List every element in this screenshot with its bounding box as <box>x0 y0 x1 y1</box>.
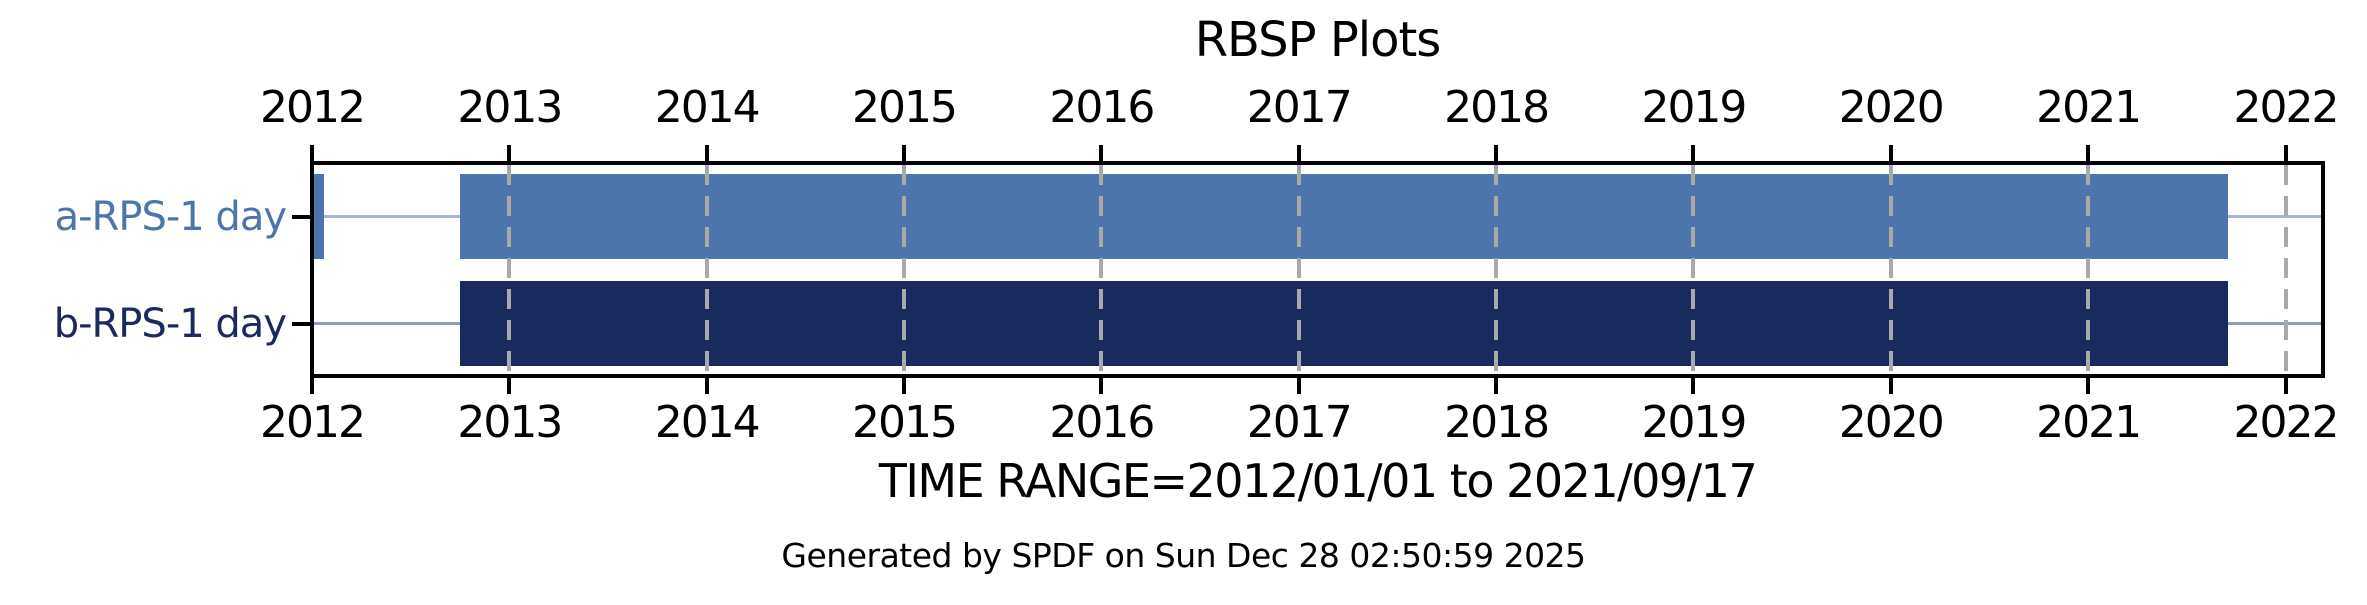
availability-bar <box>312 174 324 259</box>
y-axis-tick-mark <box>292 214 310 219</box>
x-axis-tick-label-bottom: 2015 <box>852 397 958 448</box>
x-axis-tick-mark-top <box>1888 145 1893 161</box>
x-axis-tick-mark-bottom <box>1296 378 1301 394</box>
y-axis-tick-mark <box>292 321 310 326</box>
x-axis-tick-label-top: 2016 <box>1049 82 1155 133</box>
row-label: a-RPS-1 day <box>54 193 287 240</box>
x-axis-tick-label-top: 2012 <box>260 82 366 133</box>
x-axis-tick-label-bottom: 2017 <box>1246 397 1353 448</box>
x-axis-tick-label-top: 2013 <box>457 82 563 133</box>
x-axis-tick-mark-bottom <box>1691 378 1696 394</box>
year-gridline <box>1691 165 1696 374</box>
year-gridline <box>1296 165 1301 374</box>
x-axis-tick-label-top: 2015 <box>852 82 958 133</box>
x-axis-tick-label-bottom: 2019 <box>1641 397 1747 448</box>
x-axis-tick-label-top: 2020 <box>1838 82 1945 133</box>
x-axis-tick-mark-top <box>1296 145 1301 161</box>
chart-title: RBSP Plots <box>1194 12 1442 68</box>
x-axis-tick-mark-top <box>507 145 512 161</box>
year-gridline <box>2086 165 2091 374</box>
generated-by-label: Generated by SPDF on Sun Dec 28 02:50:59… <box>781 536 1586 575</box>
x-axis-tick-label-bottom: 2013 <box>457 397 563 448</box>
x-axis-tick-label-bottom: 2016 <box>1049 397 1155 448</box>
x-axis-tick-label-bottom: 2018 <box>1444 397 1550 448</box>
year-gridline <box>1494 165 1499 374</box>
x-axis-tick-mark-top <box>1494 145 1499 161</box>
availability-bar <box>460 281 2229 366</box>
year-gridline <box>704 165 709 374</box>
x-axis-tick-mark-bottom <box>1888 378 1893 394</box>
year-gridline <box>2283 165 2288 374</box>
x-axis-tick-label-top: 2022 <box>2233 82 2340 133</box>
x-axis-tick-mark-top <box>310 145 314 161</box>
x-axis-tick-mark-top <box>1691 145 1696 161</box>
x-axis-tick-label-top: 2019 <box>1641 82 1747 133</box>
x-axis-tick-mark-bottom <box>2283 378 2288 394</box>
x-axis-tick-label-bottom: 2022 <box>2233 397 2340 448</box>
year-gridline <box>902 165 907 374</box>
x-axis-tick-mark-bottom <box>902 378 907 394</box>
x-axis-tick-mark-top <box>2086 145 2091 161</box>
x-axis-tick-mark-top <box>2283 145 2288 161</box>
x-axis-tick-mark-bottom <box>704 378 709 394</box>
x-axis-tick-label-top: 2021 <box>2036 82 2142 133</box>
availability-bar <box>460 174 2229 259</box>
x-axis-tick-mark-top <box>1099 145 1104 161</box>
x-axis-tick-mark-bottom <box>1494 378 1499 394</box>
x-axis-tick-label-bottom: 2014 <box>654 397 761 448</box>
x-axis-tick-label-bottom: 2021 <box>2036 397 2142 448</box>
x-axis-tick-mark-top <box>704 145 709 161</box>
x-axis-tick-label-bottom: 2020 <box>1838 397 1945 448</box>
x-axis-tick-mark-top <box>902 145 907 161</box>
x-axis-tick-mark-bottom <box>507 378 512 394</box>
x-axis-tick-label-top: 2017 <box>1246 82 1353 133</box>
year-gridline <box>1099 165 1104 374</box>
x-axis-tick-label-bottom: 2012 <box>260 397 366 448</box>
x-axis-tick-mark-bottom <box>1099 378 1104 394</box>
row-label: b-RPS-1 day <box>53 300 287 347</box>
x-axis-tick-mark-bottom <box>2086 378 2091 394</box>
x-axis-tick-label-top: 2018 <box>1444 82 1550 133</box>
time-range-label: TIME RANGE=2012/01/01 to 2021/09/17 <box>878 454 1758 508</box>
year-gridline <box>507 165 512 374</box>
year-gridline <box>1888 165 1893 374</box>
x-axis-tick-label-top: 2014 <box>654 82 761 133</box>
x-axis-tick-mark-bottom <box>310 378 314 394</box>
